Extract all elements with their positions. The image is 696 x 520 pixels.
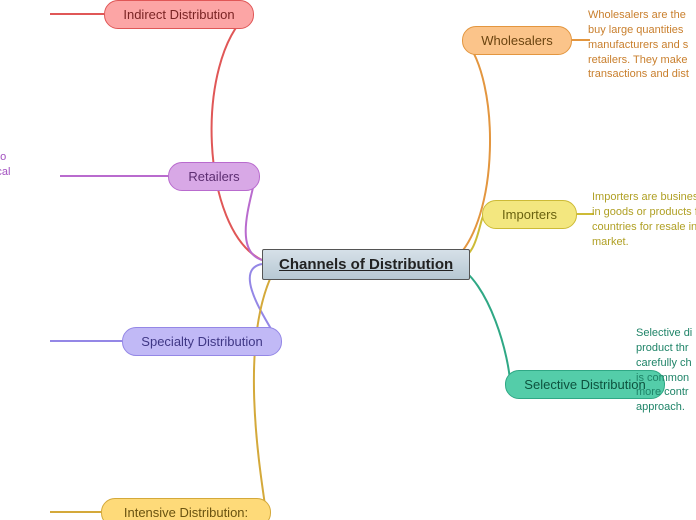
center-node: Channels of Distribution xyxy=(262,249,470,280)
connector-selective xyxy=(454,264,510,384)
center-label: Channels of Distribution xyxy=(279,256,453,273)
connector-indirect xyxy=(212,14,262,260)
desc-specialty: esor categorystrategy isducts. xyxy=(0,303,60,392)
connector-wholesalers xyxy=(454,40,490,260)
desc-wholesalers: Wholesalers are thebuy large quantitiesm… xyxy=(588,8,696,82)
desc-indirect: sumer.ncludeagents whocess. xyxy=(0,0,60,55)
desc-retailers: roducts directly toey can be physicalpla… xyxy=(0,150,70,209)
node-intensive[interactable]: Intensive Distribution: xyxy=(101,498,271,520)
desc-importers: Importers are businessin goods or produc… xyxy=(592,190,696,249)
node-wholesalers[interactable]: Wholesalers xyxy=(462,26,572,55)
node-indirect[interactable]: Indirect Distribution xyxy=(104,0,254,29)
desc-selective: Selective diproduct thrcarefully chis co… xyxy=(636,326,696,415)
connector-intensive xyxy=(254,279,270,512)
node-importers[interactable]: Importers xyxy=(482,200,577,229)
node-specialty[interactable]: Specialty Distribution xyxy=(122,327,282,356)
node-retailers[interactable]: Retailers xyxy=(168,162,260,191)
desc-intensive: o make a outletsften used xyxy=(0,472,60,517)
